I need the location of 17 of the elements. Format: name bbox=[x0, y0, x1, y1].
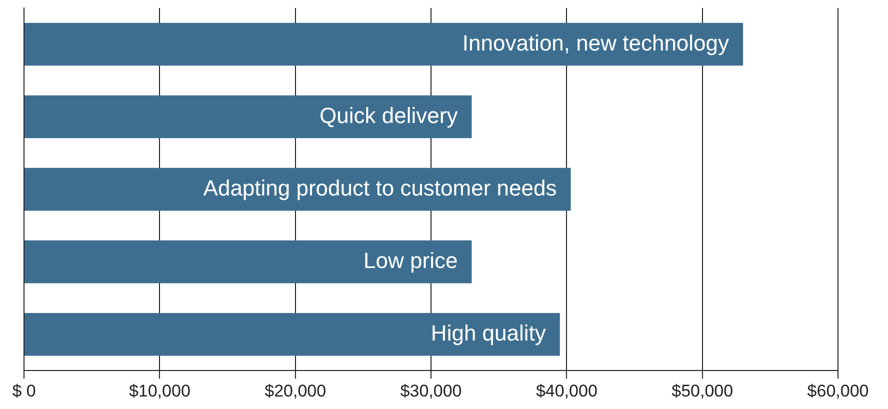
x-tick-label: $ 0 bbox=[12, 381, 36, 400]
y-tick-label: Low price bbox=[364, 248, 458, 273]
x-tick-label: $30,000 bbox=[400, 381, 462, 400]
x-tick-label: $60,000 bbox=[807, 381, 869, 400]
x-tick-label: $20,000 bbox=[264, 381, 326, 400]
y-tick-label: Quick delivery bbox=[320, 102, 458, 128]
y-tick-label: High quality bbox=[430, 320, 546, 346]
bar bbox=[24, 95, 472, 138]
x-tick-label: $10,000 bbox=[128, 381, 190, 400]
bar bbox=[24, 168, 571, 211]
bar bbox=[24, 22, 744, 66]
bar bbox=[24, 240, 472, 284]
x-tick-label: $40,000 bbox=[536, 381, 598, 400]
y-tick-label: Adapting product to customer needs bbox=[203, 175, 557, 200]
bar bbox=[24, 312, 560, 356]
x-tick-label: $50,000 bbox=[672, 381, 734, 400]
y-tick-label: Innovation, new technology bbox=[462, 30, 730, 56]
